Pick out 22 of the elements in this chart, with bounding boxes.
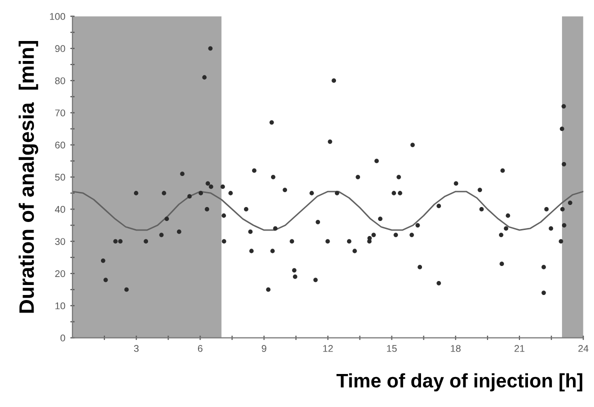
y-tick-label: 0 [60, 334, 66, 342]
y-tick-label: 60 [55, 142, 66, 149]
y-tick-label: 10 [55, 302, 66, 310]
y-axis-title: Duration of analgesia [min] [18, 41, 38, 313]
line-series [72, 190, 584, 231]
y-tick-label: 20 [55, 270, 66, 278]
y-tick-label: 100 [50, 13, 66, 20]
x-tick-label: 21 [514, 345, 524, 352]
x-tick-label: 12 [323, 345, 333, 352]
x-tick-label: 24 [578, 345, 588, 352]
y-tick-label: 90 [55, 45, 66, 52]
y-tick-label: 50 [55, 174, 66, 181]
x-tick-label: 6 [198, 345, 202, 352]
x-tick-label: 18 [450, 345, 461, 352]
x-tick-label: 3 [134, 345, 139, 352]
y-tick-label: 80 [55, 77, 66, 84]
y-tick-label: 40 [54, 206, 66, 213]
y-tick-label: 30 [55, 238, 66, 245]
y-tick-label: 70 [55, 109, 66, 116]
x-tick-label: 15 [387, 345, 397, 352]
x-axis-title: Time of day of injection [h] [336, 373, 582, 392]
x-tick-label: 9 [262, 345, 266, 352]
